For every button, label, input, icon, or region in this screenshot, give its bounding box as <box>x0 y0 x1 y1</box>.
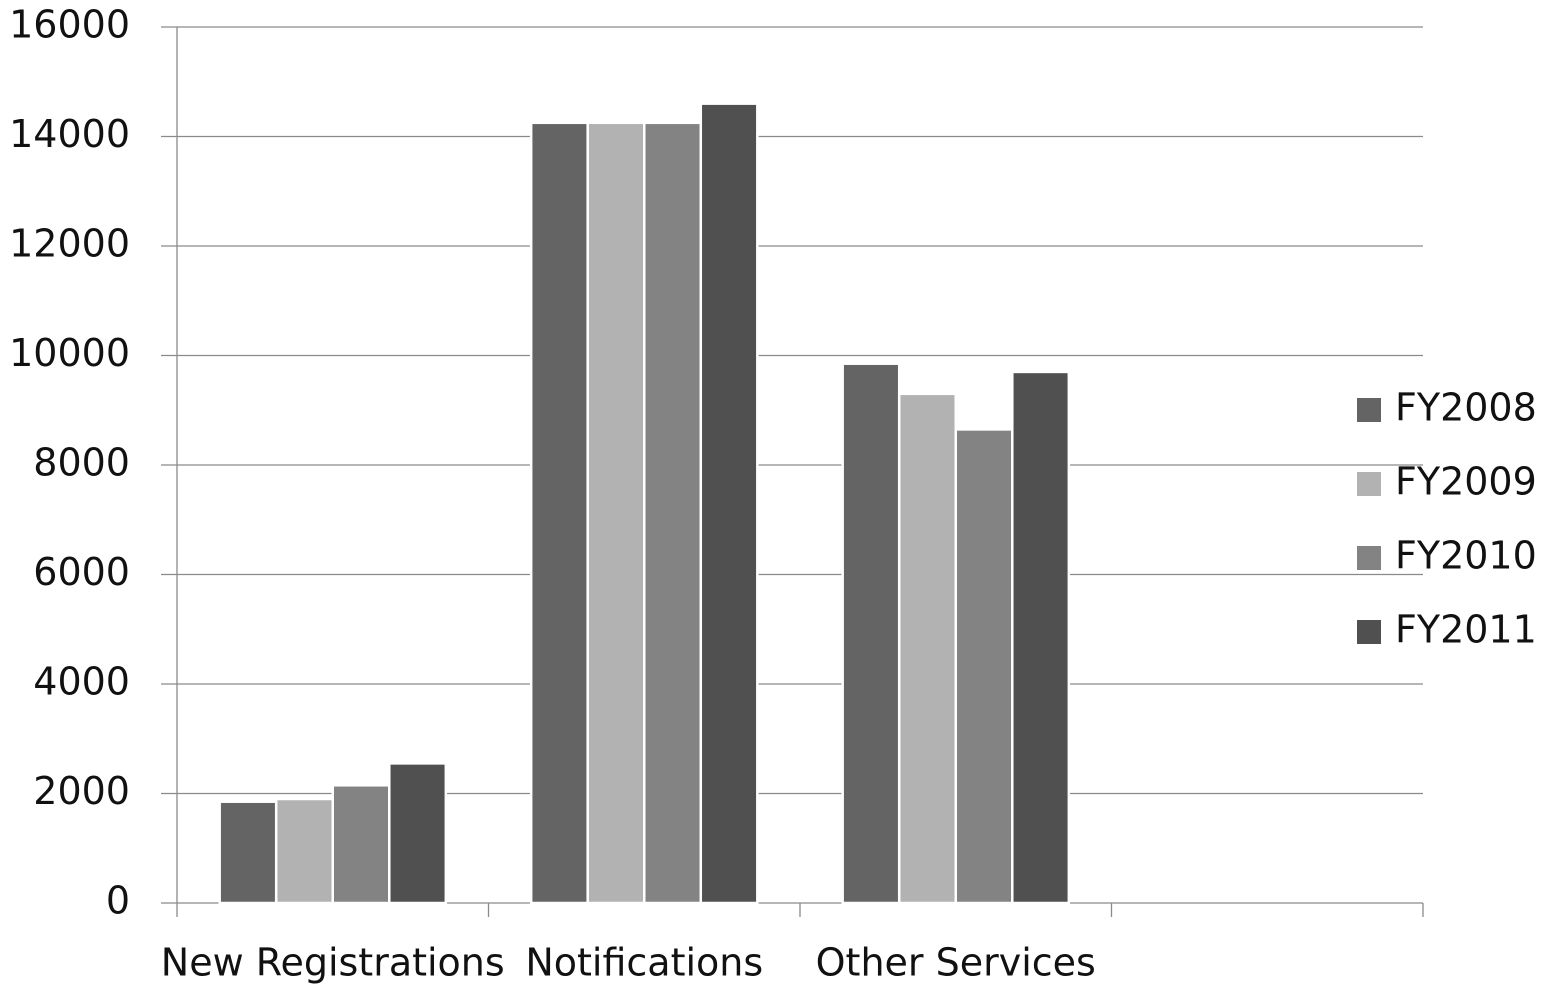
bar <box>529 121 589 905</box>
x-tick-label: New Registrations <box>161 941 505 985</box>
bar <box>274 797 334 905</box>
y-tick-label: 8000 <box>33 441 130 485</box>
bar <box>897 392 958 905</box>
y-tick-label: 6000 <box>33 550 130 594</box>
legend-label: FY2011 <box>1395 608 1537 652</box>
y-tick-label: 12000 <box>9 222 130 266</box>
y-tick-label: 16000 <box>9 3 130 47</box>
bar <box>841 362 901 905</box>
legend-label: FY2010 <box>1395 534 1537 578</box>
bar <box>954 428 1014 905</box>
y-tick-label: 2000 <box>33 769 130 813</box>
bar <box>1011 370 1071 905</box>
y-tick-label: 0 <box>106 879 130 923</box>
bar <box>218 800 278 905</box>
bar <box>388 762 448 905</box>
legend-label: FY2008 <box>1395 386 1537 430</box>
bar <box>331 784 391 905</box>
y-tick-label: 4000 <box>33 660 130 704</box>
y-tick-label: 14000 <box>9 112 130 156</box>
x-tick-label: Other Services <box>816 941 1096 985</box>
x-tick-label: Notifications <box>525 941 763 985</box>
bar <box>643 121 703 905</box>
legend-swatch <box>1357 472 1381 496</box>
bar <box>586 121 646 905</box>
bar <box>699 102 759 905</box>
legend-swatch <box>1357 398 1381 422</box>
legend-swatch <box>1357 620 1381 644</box>
y-tick-label: 10000 <box>9 331 130 375</box>
legend-label: FY2009 <box>1395 460 1537 504</box>
legend-swatch <box>1357 546 1381 570</box>
